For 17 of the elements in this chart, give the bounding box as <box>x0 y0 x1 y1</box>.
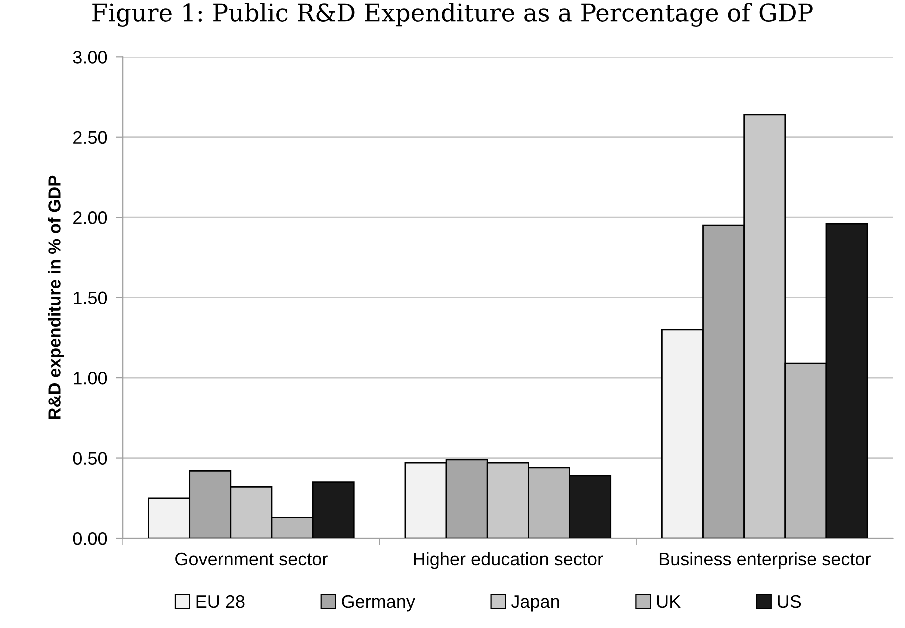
legend-label: Germany <box>342 595 416 612</box>
legend-label: Japan <box>511 596 560 612</box>
y-tick-label: 1.00 <box>74 372 108 385</box>
x-tick-label: Higher education sector <box>414 552 604 570</box>
legend-label: US <box>778 595 802 608</box>
y-tick-label: 2.00 <box>74 212 108 224</box>
chart-title: Figure 1: Public R&D Expenditure as a Percentage of GDP <box>92 3 813 28</box>
y-tick-label: 3.00 <box>73 51 108 64</box>
x-tick-label: Government sector <box>176 552 328 566</box>
legend-label: EU 28 <box>196 595 245 608</box>
legend-label: UK <box>657 596 681 608</box>
y-tick-label: 0.00 <box>73 532 108 546</box>
y-tick-label: 0.50 <box>73 452 108 466</box>
y-tick-label: 2.50 <box>74 131 108 144</box>
x-tick-label: Business enterprise sector <box>660 552 871 570</box>
y-axis-title: R&D expenditure in % of GDP <box>48 176 64 420</box>
y-tick-label: 1.50 <box>74 292 108 305</box>
